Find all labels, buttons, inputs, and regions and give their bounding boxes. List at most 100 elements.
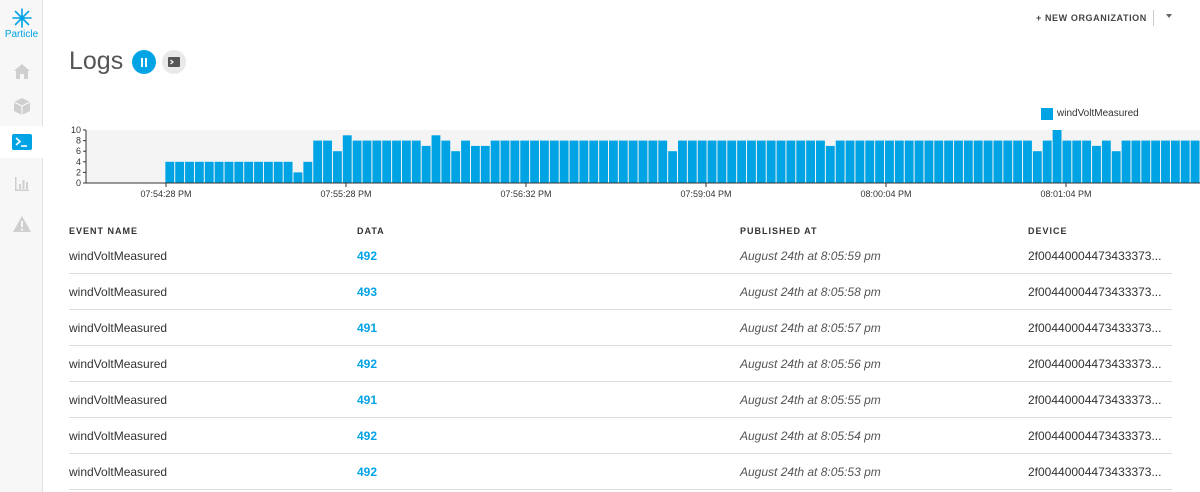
table-row[interactable]: windVoltMeasured 492 August 24th at 8:05… (69, 238, 1172, 274)
chart-bar[interactable] (224, 161, 234, 183)
chart-bar[interactable] (204, 161, 214, 183)
chart-bar[interactable] (1131, 140, 1141, 183)
device-cell[interactable]: 2f00440004473433373... (1028, 465, 1162, 479)
chart-bar[interactable] (165, 161, 175, 183)
chart-bar[interactable] (835, 140, 845, 183)
chart-bar[interactable] (490, 140, 500, 183)
chart-bar[interactable] (549, 140, 559, 183)
chart-bar[interactable] (1032, 151, 1042, 183)
chart-bar[interactable] (658, 140, 668, 183)
chart-bar[interactable] (717, 140, 727, 183)
chart-bar[interactable] (855, 140, 865, 183)
data-cell[interactable]: 492 (357, 249, 378, 263)
chart-bar[interactable] (934, 140, 944, 183)
chart-bar[interactable] (599, 140, 608, 183)
chart-bar[interactable] (1023, 140, 1032, 183)
device-cell[interactable]: 2f00440004473433373... (1028, 357, 1162, 371)
chart-bar[interactable] (944, 140, 954, 183)
chart-bar[interactable] (885, 140, 894, 183)
data-cell[interactable]: 491 (357, 393, 378, 407)
chart-bar[interactable] (924, 140, 934, 183)
chart-bar[interactable] (983, 140, 993, 183)
chart-bar[interactable] (332, 151, 342, 183)
chart-bar[interactable] (796, 140, 806, 183)
data-cell[interactable]: 493 (357, 285, 378, 299)
chart-bar[interactable] (362, 140, 372, 183)
chart-bar[interactable] (244, 161, 254, 183)
chart-bar[interactable] (1190, 140, 1200, 183)
nav-alerts[interactable] (0, 208, 43, 240)
chart-bar[interactable] (194, 161, 204, 183)
table-row[interactable]: windVoltMeasured 491 August 24th at 8:05… (69, 310, 1172, 346)
chart-bar[interactable] (283, 161, 293, 183)
chart-bar[interactable] (382, 140, 392, 183)
chart-bar[interactable] (737, 140, 747, 183)
chart-bar[interactable] (816, 140, 825, 183)
chart-bar[interactable] (766, 140, 776, 183)
chart-bar[interactable] (806, 140, 816, 183)
chart-bar[interactable] (303, 161, 313, 183)
chart-bar[interactable] (638, 140, 648, 183)
chart-bar[interactable] (234, 161, 244, 183)
chart-bar[interactable] (1052, 130, 1062, 183)
chart-bar[interactable] (894, 140, 904, 183)
chart-bar[interactable] (589, 140, 599, 183)
header-data[interactable]: DATA (357, 226, 385, 236)
chart-bar[interactable] (875, 140, 885, 183)
chart-bar[interactable] (510, 140, 520, 183)
chart-bar[interactable] (1161, 140, 1170, 183)
chart-bar[interactable] (1170, 140, 1180, 183)
chart-bar[interactable] (904, 140, 914, 183)
chart-bar[interactable] (727, 140, 737, 183)
chart-bar[interactable] (687, 140, 697, 183)
chart-bar[interactable] (973, 140, 983, 183)
chart-bar[interactable] (618, 140, 628, 183)
chart-bar[interactable] (470, 145, 480, 183)
chart-bar[interactable] (668, 151, 678, 183)
chart-bar[interactable] (1082, 140, 1092, 183)
chart-bar[interactable] (608, 140, 618, 183)
chart-bar[interactable] (707, 140, 717, 183)
account-dropdown-caret-icon[interactable] (1166, 14, 1172, 18)
chart-bar[interactable] (441, 140, 451, 183)
header-device[interactable]: DEVICE (1028, 226, 1068, 236)
chart-bar[interactable] (263, 161, 273, 183)
chart-bar[interactable] (786, 140, 796, 183)
chart-bar[interactable] (756, 140, 766, 183)
chart-bar[interactable] (825, 145, 835, 183)
table-row[interactable]: windVoltMeasured 492 August 24th at 8:05… (69, 346, 1172, 382)
chart-bar[interactable] (1180, 140, 1190, 183)
chart-bar[interactable] (628, 140, 638, 183)
table-row[interactable]: windVoltMeasured 493 August 24th at 8:05… (69, 274, 1172, 310)
device-cell[interactable]: 2f00440004473433373... (1028, 321, 1162, 335)
chart-bar[interactable] (1141, 140, 1151, 183)
pause-button[interactable] (132, 50, 156, 74)
chart-bar[interactable] (185, 161, 194, 183)
chart-bar[interactable] (1013, 140, 1023, 183)
table-row[interactable]: windVoltMeasured 491 August 24th at 8:05… (69, 382, 1172, 418)
data-cell[interactable]: 492 (357, 429, 378, 443)
nav-home[interactable] (0, 55, 43, 87)
chart-bar[interactable] (461, 140, 470, 183)
chart-bar[interactable] (845, 140, 855, 183)
chart-bar[interactable] (579, 140, 589, 183)
device-cell[interactable]: 2f00440004473433373... (1028, 285, 1162, 299)
chart-bar[interactable] (530, 140, 539, 183)
chart-bar[interactable] (342, 135, 352, 183)
chart-bar[interactable] (993, 140, 1003, 183)
chart-bar[interactable] (1101, 140, 1111, 183)
chart-bar[interactable] (1121, 140, 1131, 183)
chart-bar[interactable] (1003, 140, 1013, 183)
header-published-at[interactable]: PUBLISHED AT (740, 226, 818, 236)
device-cell[interactable]: 2f00440004473433373... (1028, 429, 1162, 443)
chart-bar[interactable] (648, 140, 658, 183)
chart-bar[interactable] (451, 151, 461, 183)
table-row[interactable]: windVoltMeasured 492 August 24th at 8:05… (69, 454, 1172, 490)
chart-bar[interactable] (214, 161, 224, 183)
new-organization-button[interactable]: + NEW ORGANIZATION (1036, 13, 1147, 23)
chart-bar[interactable] (411, 140, 421, 183)
device-cell[interactable]: 2f00440004473433373... (1028, 249, 1162, 263)
chart-bar[interactable] (480, 145, 490, 183)
chart-bar[interactable] (293, 172, 303, 183)
table-row[interactable]: windVoltMeasured 492 August 24th at 8:05… (69, 418, 1172, 454)
